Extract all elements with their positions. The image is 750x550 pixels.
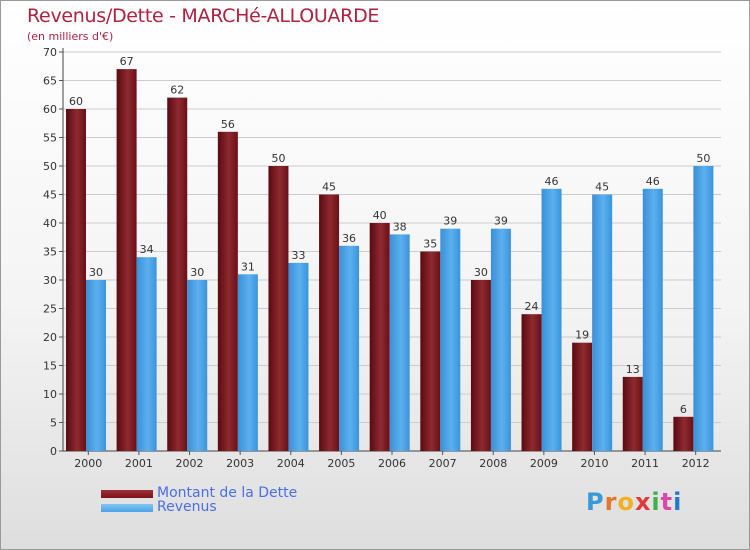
bar-dette xyxy=(66,109,86,451)
logo-letter: r xyxy=(604,488,618,516)
data-label: 19 xyxy=(575,329,589,342)
bar-revenus xyxy=(693,166,714,451)
bar-dette xyxy=(319,194,340,451)
data-label: 39 xyxy=(443,215,457,228)
data-label: 30 xyxy=(89,266,103,279)
x-tick-label: 2010 xyxy=(580,457,608,470)
y-tick-label: 25 xyxy=(43,303,57,316)
bar-dette xyxy=(420,251,441,451)
bar-revenus xyxy=(440,228,461,451)
bar-revenus xyxy=(490,228,511,451)
bar-dette xyxy=(470,280,491,451)
bar-revenus xyxy=(136,257,157,451)
bar-dette xyxy=(673,416,694,451)
data-label: 62 xyxy=(170,84,184,97)
bar-revenus xyxy=(187,280,208,451)
data-label: 46 xyxy=(545,175,559,188)
y-tick-label: 60 xyxy=(43,103,57,116)
x-tick-label: 2012 xyxy=(682,457,710,470)
data-label: 38 xyxy=(393,220,407,233)
data-label: 60 xyxy=(69,95,83,108)
data-label: 24 xyxy=(525,300,539,313)
x-tick-label: 2001 xyxy=(125,457,153,470)
legend-swatch-dette xyxy=(101,490,153,498)
y-tick-label: 5 xyxy=(50,417,57,430)
x-tick-label: 2003 xyxy=(226,457,254,470)
bar-revenus xyxy=(237,274,258,451)
bar-dette xyxy=(572,342,593,451)
data-label: 33 xyxy=(291,249,305,262)
bar-dette xyxy=(167,97,188,451)
bar-revenus xyxy=(389,234,410,451)
x-tick-label: 2008 xyxy=(479,457,507,470)
data-label: 39 xyxy=(494,215,508,228)
y-tick-label: 40 xyxy=(43,217,57,230)
bar-revenus xyxy=(86,280,106,451)
legend-swatch-revenus xyxy=(101,504,153,512)
bar-dette xyxy=(217,131,238,452)
bar-revenus xyxy=(288,262,309,451)
data-label: 67 xyxy=(120,55,134,68)
data-label: 34 xyxy=(140,243,154,256)
y-tick-label: 30 xyxy=(43,274,57,287)
data-label: 46 xyxy=(646,175,660,188)
x-tick-label: 2007 xyxy=(429,457,457,470)
x-tick-label: 2011 xyxy=(631,457,659,470)
y-tick-label: 45 xyxy=(43,189,57,202)
y-tick-label: 20 xyxy=(43,331,57,344)
y-tick-label: 0 xyxy=(50,445,57,458)
data-label: 30 xyxy=(474,266,488,279)
logo-letter: o xyxy=(617,488,635,516)
logo-letter: i xyxy=(651,488,661,516)
data-label: 13 xyxy=(626,363,640,376)
data-label: 50 xyxy=(271,152,285,165)
chart-title: Revenus/Dette - MARCHé-ALLOUARDE xyxy=(27,5,380,27)
legend-label-revenus: Revenus xyxy=(157,499,217,515)
x-tick-label: 2009 xyxy=(530,457,558,470)
logo-letter: x xyxy=(634,488,652,516)
logo-letter: P xyxy=(586,488,605,516)
bar-dette xyxy=(622,376,643,451)
x-tick-label: 2006 xyxy=(378,457,406,470)
x-tick-label: 2004 xyxy=(277,457,305,470)
data-label: 30 xyxy=(190,266,204,279)
data-label: 56 xyxy=(221,118,235,131)
bar-revenus xyxy=(642,188,663,452)
data-label: 50 xyxy=(696,152,710,165)
bar-revenus xyxy=(592,194,613,451)
bar-dette xyxy=(268,166,289,451)
data-label: 45 xyxy=(322,181,336,194)
y-tick-label: 50 xyxy=(43,160,57,173)
y-tick-label: 65 xyxy=(43,75,57,88)
bar-revenus xyxy=(541,188,562,452)
logo-letter: t xyxy=(660,488,674,516)
x-tick-label: 2005 xyxy=(327,457,355,470)
data-label: 45 xyxy=(595,181,609,194)
logo-letter: i xyxy=(673,488,683,516)
bar-dette xyxy=(521,314,542,451)
legend-label-dette: Montant de la Dette xyxy=(157,485,298,501)
bar-revenus xyxy=(339,245,360,451)
data-label: 31 xyxy=(241,260,255,273)
data-label: 6 xyxy=(680,403,687,416)
bar-dette xyxy=(116,69,137,451)
data-label: 36 xyxy=(342,232,356,245)
chart-subtitle: (en milliers d'€) xyxy=(27,30,114,43)
proxiti-logo: Proxiti xyxy=(586,488,682,516)
y-tick-label: 35 xyxy=(43,246,57,259)
data-label: 40 xyxy=(373,209,387,222)
bar-dette xyxy=(369,223,390,451)
data-label: 35 xyxy=(423,238,437,251)
y-tick-label: 55 xyxy=(43,132,57,145)
x-tick-label: 2000 xyxy=(74,457,102,470)
y-tick-label: 70 xyxy=(43,46,57,59)
y-tick-label: 10 xyxy=(43,388,57,401)
x-tick-label: 2002 xyxy=(176,457,204,470)
y-tick-label: 15 xyxy=(43,360,57,373)
